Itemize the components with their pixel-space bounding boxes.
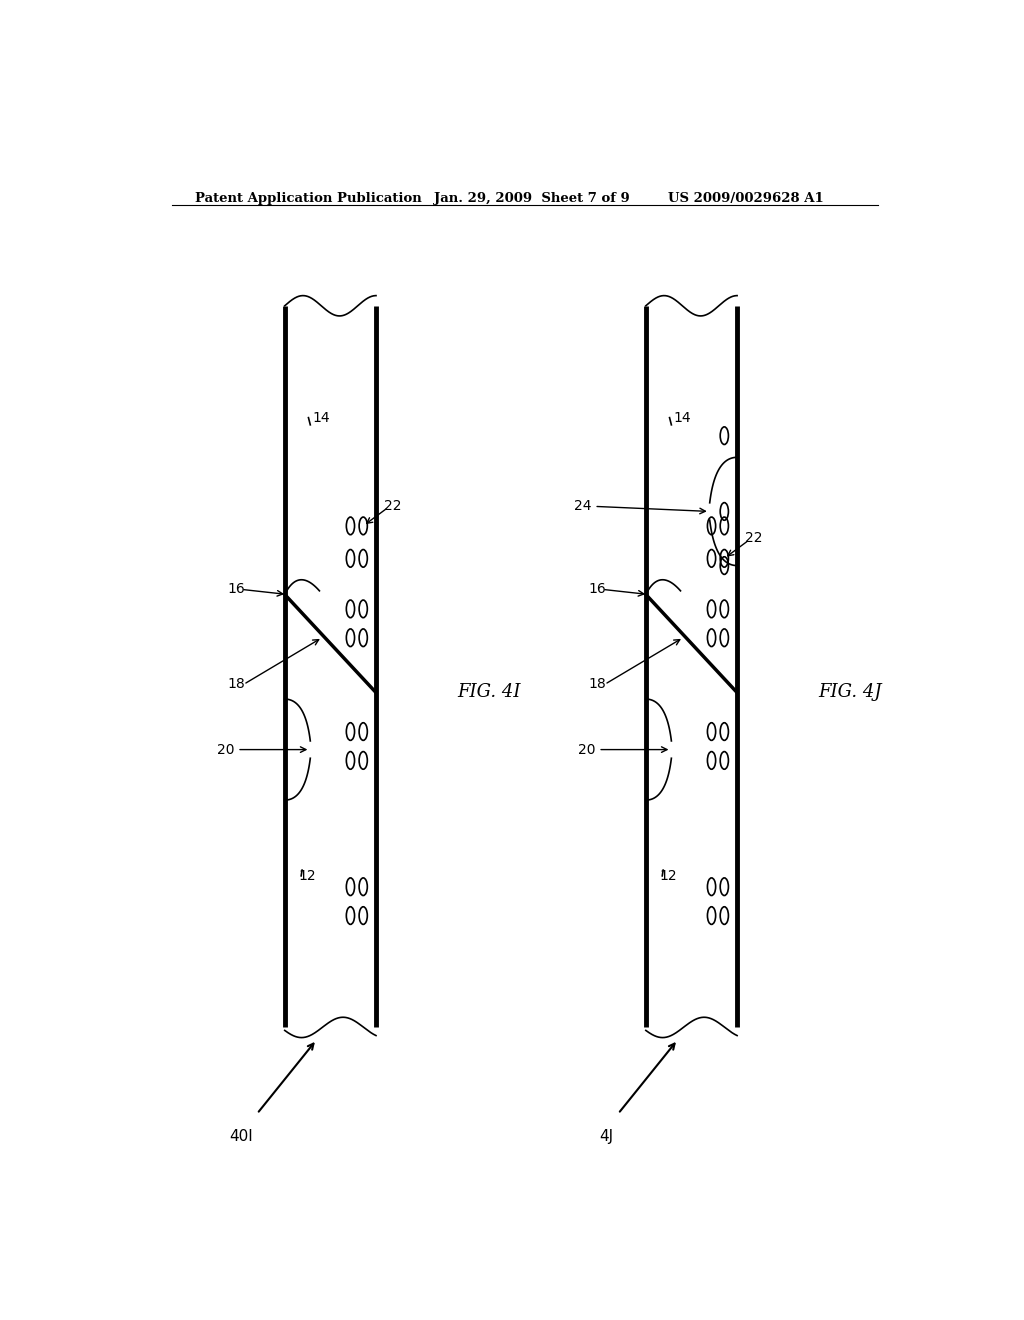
Text: FIG. 4J: FIG. 4J (818, 682, 882, 701)
Text: 14: 14 (312, 411, 330, 425)
Text: 12: 12 (659, 869, 677, 883)
Text: 20: 20 (579, 743, 596, 756)
Text: 24: 24 (574, 499, 592, 513)
Text: 14: 14 (673, 411, 691, 425)
Text: 4J: 4J (599, 1129, 613, 1144)
Text: 22: 22 (384, 499, 401, 512)
Text: 16: 16 (589, 582, 606, 597)
Text: 22: 22 (745, 531, 763, 545)
Text: 18: 18 (589, 677, 606, 692)
Text: 16: 16 (227, 582, 246, 597)
Text: Patent Application Publication: Patent Application Publication (196, 191, 422, 205)
Text: 20: 20 (217, 743, 234, 756)
Text: 40I: 40I (229, 1129, 253, 1144)
Text: Jan. 29, 2009  Sheet 7 of 9: Jan. 29, 2009 Sheet 7 of 9 (433, 191, 630, 205)
Text: 18: 18 (227, 677, 246, 692)
Text: US 2009/0029628 A1: US 2009/0029628 A1 (668, 191, 823, 205)
Text: 12: 12 (298, 869, 316, 883)
Text: FIG. 4I: FIG. 4I (458, 682, 521, 701)
